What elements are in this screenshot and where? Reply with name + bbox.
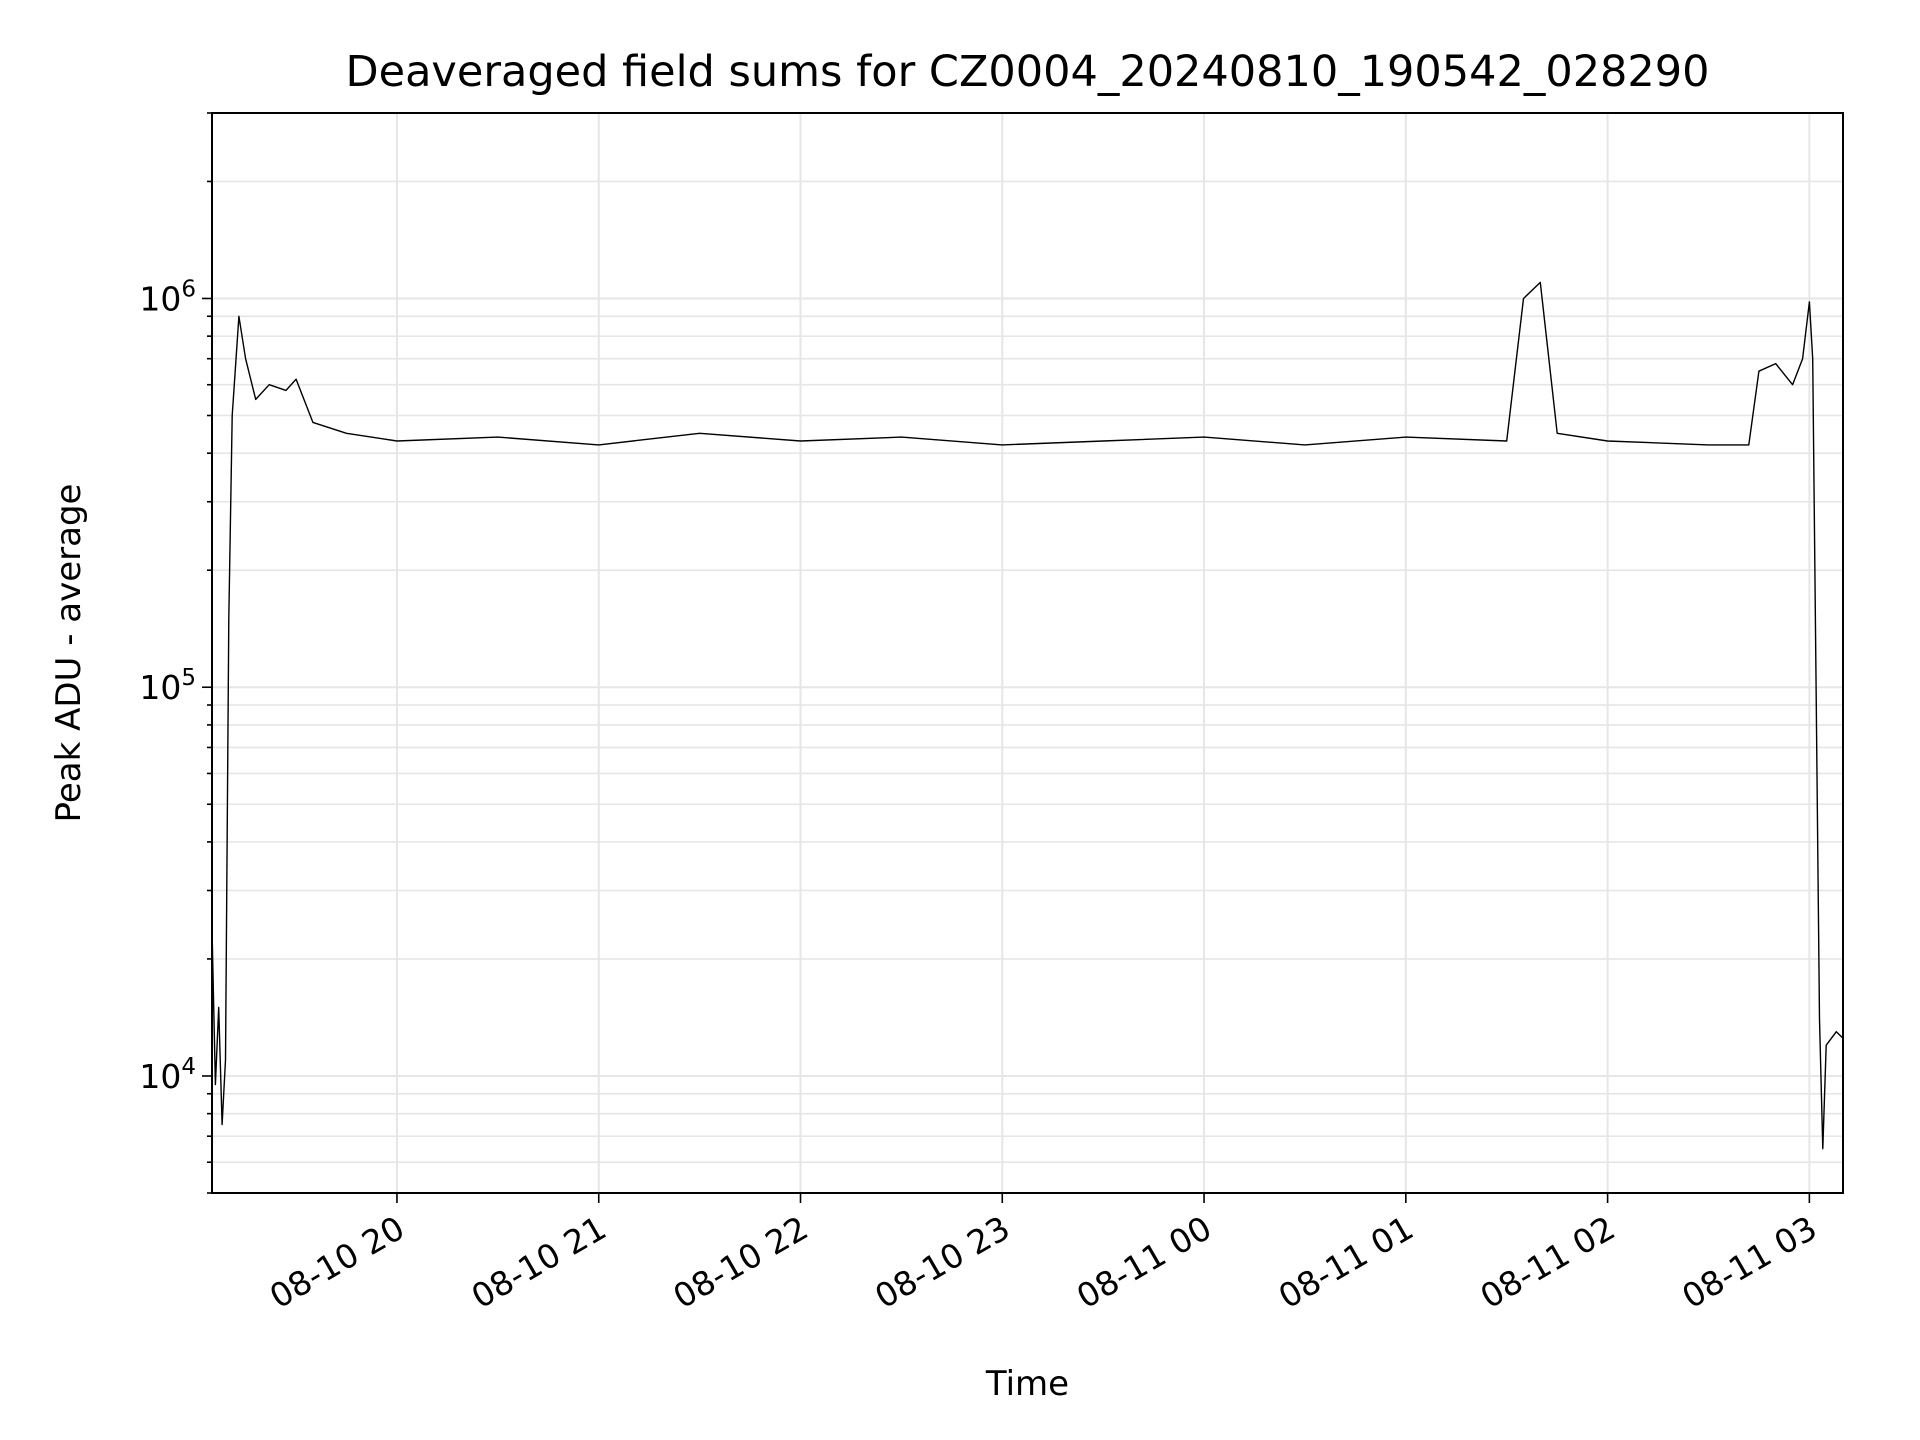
x-tick-label: 08-10 20 [263, 1208, 411, 1316]
x-axis-label: Time [985, 1364, 1069, 1404]
plot-frame [211, 112, 1844, 1194]
x-tick-label: 08-10 23 [868, 1208, 1016, 1316]
series-layer [211, 281, 1844, 1150]
x-tick-label: 08-10 22 [667, 1208, 815, 1316]
y-tick-label: 104 [139, 1054, 196, 1096]
y-axis-label: Peak ADU - average [49, 484, 89, 823]
x-tick-label: 08-10 21 [465, 1208, 613, 1316]
y-tick-label: 106 [139, 276, 196, 318]
x-tick-label: 08-11 00 [1070, 1208, 1218, 1316]
x-tick-label: 08-11 03 [1675, 1208, 1823, 1316]
y-tick-label: 105 [139, 665, 196, 707]
grid [212, 112, 1843, 1194]
x-tick-label: 08-11 01 [1272, 1208, 1420, 1316]
x-tick-label: 08-11 02 [1474, 1208, 1622, 1316]
chart-title: Deaveraged field sums for CZ0004_2024081… [346, 47, 1710, 97]
series-line [211, 281, 1844, 1150]
